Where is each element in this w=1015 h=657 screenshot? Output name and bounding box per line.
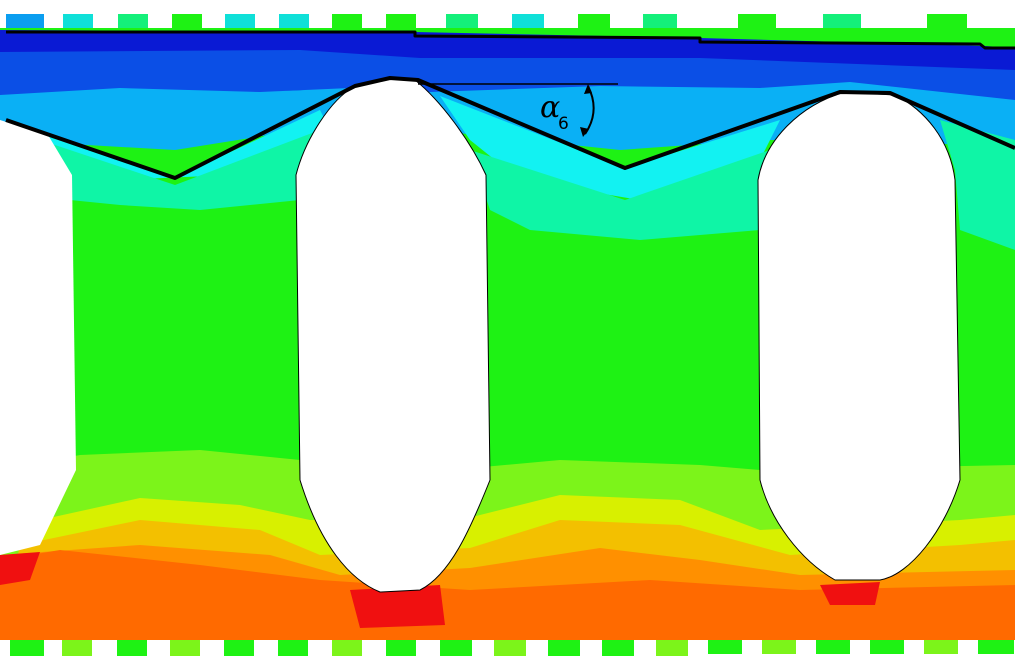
holes	[295, 77, 961, 593]
angle-arrowhead-top	[584, 84, 592, 94]
bottom-tooth	[602, 636, 634, 656]
bottom-tooth	[117, 636, 147, 656]
top-wall-line	[6, 30, 1015, 50]
bottom-tooth	[170, 636, 200, 656]
angle-label-symbol: α	[540, 90, 560, 125]
band-red-c	[0, 552, 40, 585]
bottom-tooth	[224, 636, 254, 656]
bottom-tooth	[10, 636, 44, 656]
band-red-a	[350, 585, 445, 628]
hole-right	[757, 91, 961, 581]
band-red-orange	[0, 550, 1015, 640]
angle-label-subscript: 6	[558, 114, 569, 134]
band-aqua-right	[940, 120, 1015, 250]
band-red-b	[820, 582, 880, 605]
bottom-tooth	[548, 636, 580, 656]
angle-arrowhead-bottom	[580, 127, 589, 137]
left-void	[0, 120, 76, 555]
band-aqua-left	[40, 130, 320, 210]
bottom-tooth	[62, 636, 92, 656]
bottom-tooth	[332, 636, 362, 656]
bottom-comb-teeth	[10, 632, 1014, 656]
bottom-tooth	[440, 636, 472, 656]
bottom-tooth	[494, 636, 526, 656]
band-aqua-mid	[470, 150, 770, 240]
bottom-tooth	[278, 636, 308, 656]
chevron-profile-line	[5, 76, 1015, 180]
bottom-tooth	[656, 636, 688, 656]
hole-left	[295, 77, 491, 593]
geometry-outline	[5, 30, 1015, 180]
bottom-tooth	[386, 636, 416, 656]
